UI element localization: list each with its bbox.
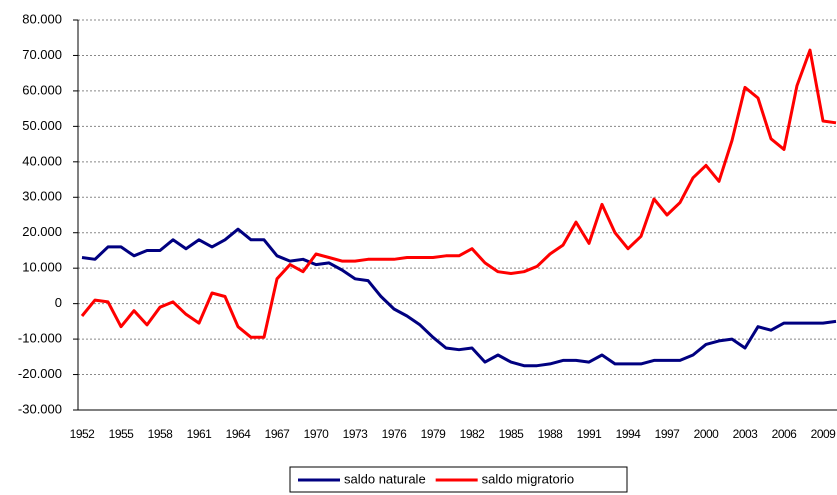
x-tick-label: 1991 [577,427,603,441]
x-tick-label: 1979 [421,427,447,441]
x-tick-label: 1994 [616,427,642,441]
y-tick-label: 0 [55,295,62,310]
y-tick-label: 80.000 [22,11,62,26]
x-tick-label: 1976 [382,427,408,441]
y-tick-label: 40.000 [22,153,62,168]
x-tick-label: 1967 [265,427,291,441]
x-tick-label: 1952 [70,427,96,441]
series-line [81,227,837,368]
legend-label: saldo naturale [344,471,426,486]
x-tick-label: 1970 [304,427,330,441]
x-tick-label: 1958 [148,427,174,441]
x-tick-label: 1955 [109,427,135,441]
series-line [80,48,837,339]
y-tick-label: 10.000 [22,260,62,275]
y-tick-label: 20.000 [22,224,62,239]
y-tick-label: -20.000 [18,366,62,381]
x-tick-label: 2000 [694,427,720,441]
x-tick-label: 1961 [187,427,213,441]
x-tick-label: 2003 [733,427,759,441]
y-tick-label: 60.000 [22,82,62,97]
y-tick-label: 50.000 [22,118,62,133]
legend-box [289,466,628,493]
x-tick-label: 1997 [655,427,681,441]
x-tick-label: 2006 [772,427,798,441]
y-tick-label: -30.000 [18,401,62,416]
x-tick-label: 2009 [811,427,837,441]
x-tick-label: 1982 [460,427,486,441]
y-tick-label: -10.000 [18,331,62,346]
x-tick-label: 1973 [343,427,369,441]
legend-label: saldo migratorio [482,471,575,486]
x-tick-label: 1988 [538,427,564,441]
y-tick-label: 70.000 [22,47,62,62]
x-tick-label: 1985 [499,427,525,441]
x-tick-label: 1964 [226,427,252,441]
y-tick-label: 30.000 [22,189,62,204]
